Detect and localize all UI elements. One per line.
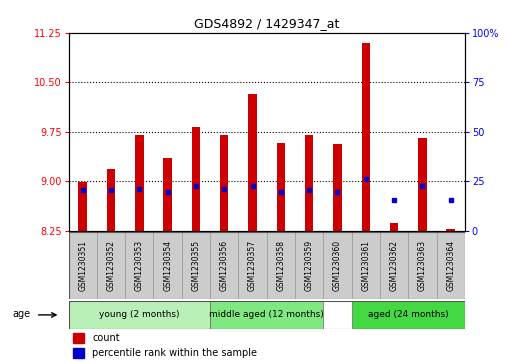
Bar	[192, 127, 200, 231]
Text: GSM1230353: GSM1230353	[135, 240, 144, 291]
Bar	[210, 232, 238, 299]
Text: GSM1230361: GSM1230361	[361, 240, 370, 291]
Bar	[69, 232, 97, 299]
Bar	[352, 232, 380, 299]
Bar	[267, 232, 295, 299]
Text: GSM1230354: GSM1230354	[163, 240, 172, 291]
Text: GSM1230363: GSM1230363	[418, 240, 427, 291]
Bar	[107, 169, 115, 231]
Bar	[248, 94, 257, 231]
Bar	[408, 232, 436, 299]
Bar	[210, 301, 323, 329]
Bar	[362, 42, 370, 231]
Bar	[352, 301, 465, 329]
Text: GSM1230356: GSM1230356	[220, 240, 229, 291]
Text: GSM1230352: GSM1230352	[107, 240, 115, 291]
Text: GSM1230351: GSM1230351	[78, 240, 87, 291]
Bar	[305, 135, 313, 231]
Text: age: age	[12, 309, 30, 319]
Bar	[276, 143, 285, 231]
Bar	[436, 232, 465, 299]
Text: GSM1230357: GSM1230357	[248, 240, 257, 291]
Text: percentile rank within the sample: percentile rank within the sample	[92, 348, 258, 358]
Bar	[418, 138, 427, 231]
Text: aged (24 months): aged (24 months)	[368, 310, 449, 319]
Bar	[78, 182, 87, 231]
Bar	[135, 135, 144, 231]
Text: GSM1230360: GSM1230360	[333, 240, 342, 291]
Text: young (2 months): young (2 months)	[99, 310, 180, 319]
Bar	[153, 232, 182, 299]
Bar	[323, 232, 352, 299]
Bar	[69, 301, 210, 329]
Bar	[295, 232, 323, 299]
Bar	[182, 232, 210, 299]
Bar	[447, 229, 455, 231]
Text: middle aged (12 months): middle aged (12 months)	[209, 310, 324, 319]
Title: GDS4892 / 1429347_at: GDS4892 / 1429347_at	[194, 17, 339, 30]
Bar	[380, 232, 408, 299]
Bar	[73, 333, 84, 343]
Bar	[220, 135, 229, 231]
Bar	[333, 144, 342, 231]
Bar	[97, 232, 125, 299]
Text: GSM1230358: GSM1230358	[276, 240, 285, 291]
Text: GSM1230355: GSM1230355	[192, 240, 201, 291]
Text: count: count	[92, 333, 120, 343]
Text: GSM1230364: GSM1230364	[446, 240, 455, 291]
Bar	[390, 223, 398, 231]
Bar	[73, 348, 84, 358]
Bar	[164, 158, 172, 231]
Bar	[125, 232, 153, 299]
Bar	[238, 232, 267, 299]
Text: GSM1230359: GSM1230359	[305, 240, 313, 291]
Text: GSM1230362: GSM1230362	[390, 240, 399, 291]
